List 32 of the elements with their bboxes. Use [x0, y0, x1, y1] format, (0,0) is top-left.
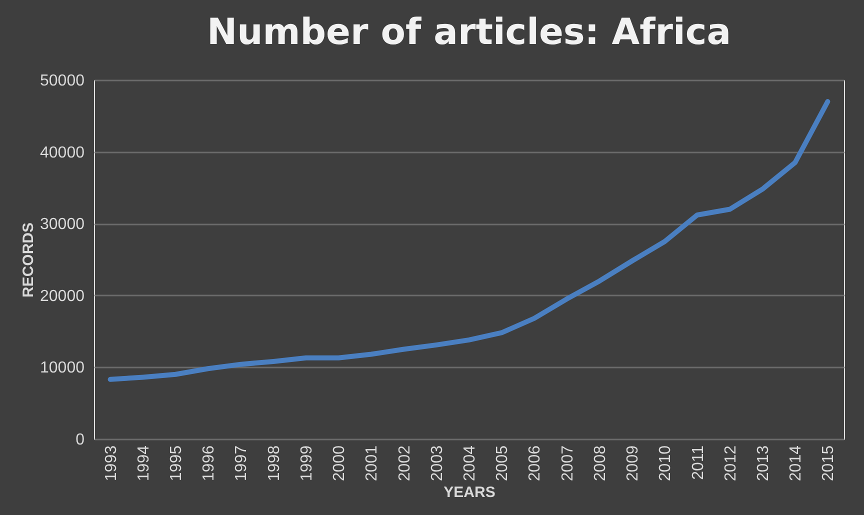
x-tick-label: 2000 [331, 445, 348, 482]
y-tick-label: 10000 [40, 360, 85, 377]
x-tick-label: 2006 [526, 445, 544, 482]
y-tick-label: 30000 [40, 216, 85, 234]
x-axis-title: YEARS [444, 484, 496, 502]
x-tick-label: 2012 [722, 445, 740, 482]
x-tick-label: 1995 [168, 445, 186, 482]
x-tick-label: 1997 [233, 445, 250, 482]
x-tick-label: 2003 [428, 445, 446, 482]
x-tick-label: 1996 [200, 445, 218, 482]
x-tick-label: 1994 [135, 445, 152, 482]
x-tick-label: 2004 [462, 445, 478, 482]
y-tick-label: 50000 [40, 72, 85, 90]
x-tick-label: 2014 [788, 445, 805, 482]
y-tick-label: 0 [76, 432, 85, 448]
y-axis-title: RECORDS [20, 222, 38, 298]
x-tick-label: 1999 [298, 445, 316, 482]
x-tick-label: 2008 [592, 445, 609, 482]
x-tick-label: 2011 [690, 445, 707, 480]
x-tick-label: 2010 [657, 445, 674, 482]
x-tick-label: 2001 [364, 445, 381, 482]
x-tick-label: 2009 [624, 445, 642, 482]
x-tick-label: 2002 [396, 445, 414, 482]
x-tick-label: 2005 [494, 445, 512, 482]
x-tick-label: 2013 [754, 445, 772, 482]
chart-title: Number of articles: Africa [207, 12, 731, 53]
x-tick-label: 2015 [820, 445, 838, 482]
x-tick-label: 1998 [266, 445, 283, 482]
y-tick-label: 20000 [40, 288, 85, 305]
x-tick-label: 1993 [102, 445, 120, 482]
x-tick-label: 2007 [559, 445, 576, 482]
y-tick-label: 40000 [40, 144, 85, 162]
